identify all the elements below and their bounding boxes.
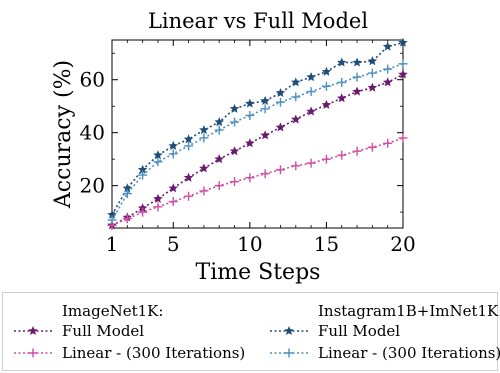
y-tick-label: 40 (80, 121, 105, 145)
x-tick-label: 10 (237, 232, 262, 256)
y-tick-label: 60 (80, 68, 105, 92)
x-tick-label: 1 (106, 232, 119, 256)
legend-label: Full Model (62, 322, 144, 340)
x-axis-label: Time Steps (196, 260, 321, 285)
y-tick-label: 20 (80, 174, 105, 198)
x-tick-label: 20 (390, 232, 415, 256)
y-axis-label: Accuracy (%) (51, 60, 76, 209)
legend-group-title: ImageNet1K: (62, 302, 163, 320)
legend-label: Linear - (300 Iterations) (318, 344, 500, 362)
legend-group-title: Instagram1B+ImNet1K: (318, 302, 500, 320)
legend-label: Full Model (318, 322, 400, 340)
chart-title: Linear vs Full Model (148, 9, 368, 33)
x-tick-label: 15 (314, 232, 339, 256)
x-tick-label: 5 (167, 232, 180, 256)
legend-label: Linear - (300 Iterations) (62, 344, 245, 362)
